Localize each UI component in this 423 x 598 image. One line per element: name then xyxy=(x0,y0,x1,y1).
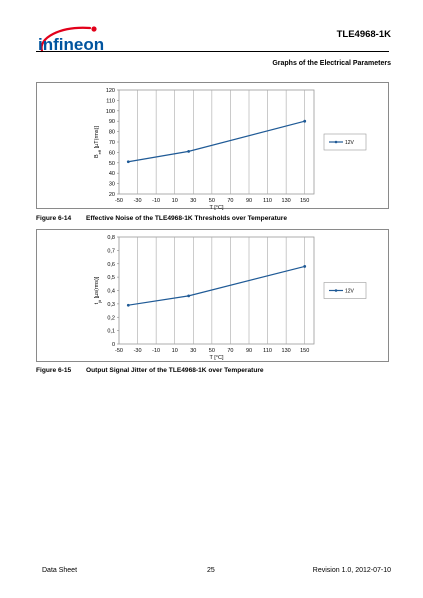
x-tick-label: 50 xyxy=(209,348,215,354)
series-line xyxy=(128,120,305,163)
x-tick-label: 90 xyxy=(246,198,252,204)
x-tick-label: 50 xyxy=(209,198,215,204)
x-tick-label: 150 xyxy=(300,348,309,354)
figure-caption-text: Effective Noise of the TLE4968-1K Thresh… xyxy=(86,215,288,222)
y-axis-label: Beff [µT(rms)] xyxy=(94,126,102,158)
footer-left: Data Sheet xyxy=(42,567,78,574)
x-tick-label: 110 xyxy=(263,348,272,354)
data-point xyxy=(126,303,130,307)
x-tick-label: 10 xyxy=(172,198,178,204)
y-tick-label: 70 xyxy=(109,140,115,146)
figure-6-15-caption: Figure 6-15 Output Signal Jitter of the T… xyxy=(36,367,264,374)
infineon-logo: infineon xyxy=(38,26,104,54)
plot-area xyxy=(118,236,315,345)
data-point xyxy=(303,119,307,123)
svg-text:infineon: infineon xyxy=(38,35,104,54)
y-tick-label: 40 xyxy=(109,171,115,177)
page-number: 25 xyxy=(207,567,215,574)
figure-number: Figure 6-14 xyxy=(36,215,72,222)
y-tick-label: 30 xyxy=(109,182,115,188)
x-tick-label: 30 xyxy=(190,198,196,204)
y-tick-label: 0,3 xyxy=(107,302,115,308)
chart-output-jitter-svg: -50 -30 -10 10 30 50 70 90 110 130 150 0 0,1 0,2 0,3 0,… xyxy=(94,235,367,361)
plot-area xyxy=(118,89,315,195)
y-tick-label: 0,7 xyxy=(107,248,115,254)
x-tick-label: 10 xyxy=(172,348,178,354)
y-tick-label: 90 xyxy=(109,119,115,125)
x-tick-label: -10 xyxy=(152,198,160,204)
y-tick-label: 110 xyxy=(106,98,115,104)
chart-output-jitter: -50 -30 -10 10 30 50 70 90 110 130 150 0 0,1 0,2 0,3 0,… xyxy=(36,229,389,362)
y-axis-label: tjit [µs(rms)] xyxy=(94,276,102,304)
legend-marker xyxy=(334,140,338,144)
y-tick-label: 0 xyxy=(112,342,115,348)
x-tick-label: -50 xyxy=(115,348,123,354)
y-tick-label: 0,2 xyxy=(107,315,115,321)
legend-marker xyxy=(334,289,338,292)
x-tick-label: -30 xyxy=(134,198,142,204)
y-tick-label: 0,8 xyxy=(107,235,115,241)
legend-box xyxy=(323,133,367,151)
data-point xyxy=(187,149,191,153)
section-title: Graphs of the Electrical Parameters xyxy=(272,60,391,67)
x-tick-label: 30 xyxy=(190,348,196,354)
series-line xyxy=(128,265,305,306)
y-tick-label: 120 xyxy=(106,88,115,94)
document-title: TLE4968-1K xyxy=(336,29,391,40)
legend-label: 12V xyxy=(345,289,355,295)
figure-number: Figure 6-15 xyxy=(36,367,72,374)
figure-caption-text: Output Signal Jitter of the TLE4968-1K o… xyxy=(86,367,264,374)
figure-6-14-caption: Figure 6-14 Effective Noise of the TLE496… xyxy=(36,215,287,222)
footer-right: Revision 1.0, 2012-07-10 xyxy=(312,567,391,574)
x-tick-label: 130 xyxy=(282,348,291,354)
y-tick-label: 100 xyxy=(106,109,115,115)
x-tick-label: 150 xyxy=(300,198,309,204)
legend-label: 12V xyxy=(345,140,355,146)
x-tick-label: -10 xyxy=(152,348,160,354)
x-tick-label: 90 xyxy=(246,348,252,354)
y-tick-label: 0,6 xyxy=(107,262,115,268)
y-tick-label: 0,5 xyxy=(107,275,115,281)
x-axis-label: T [°C] xyxy=(209,205,223,210)
y-tick-label: 20 xyxy=(109,192,115,198)
x-tick-label: -30 xyxy=(134,348,142,354)
data-point xyxy=(126,160,130,164)
legend-box xyxy=(323,282,367,299)
header-rule xyxy=(36,51,389,52)
y-tick-label: 60 xyxy=(109,150,115,156)
y-tick-label: 0,4 xyxy=(107,289,115,295)
x-axis-label: T [°C] xyxy=(209,355,223,361)
x-tick-label: 130 xyxy=(282,198,291,204)
y-tick-label: 80 xyxy=(109,130,115,136)
chart-effective-noise: -50 -30 -10 10 30 50 70 90 110 130 150 20 30 40 50 60 70… xyxy=(36,82,389,210)
y-tick-label: 0,1 xyxy=(107,329,115,335)
y-tick-label: 50 xyxy=(109,161,115,167)
x-tick-label: 70 xyxy=(227,198,233,204)
data-point xyxy=(187,294,191,298)
data-point xyxy=(303,265,307,268)
chart-effective-noise-svg: -50 -30 -10 10 30 50 70 90 110 130 150 20 30 40 50 60 70… xyxy=(94,88,367,210)
x-tick-label: 70 xyxy=(227,348,233,354)
x-tick-label: -50 xyxy=(115,198,123,204)
x-tick-label: 110 xyxy=(263,198,272,204)
